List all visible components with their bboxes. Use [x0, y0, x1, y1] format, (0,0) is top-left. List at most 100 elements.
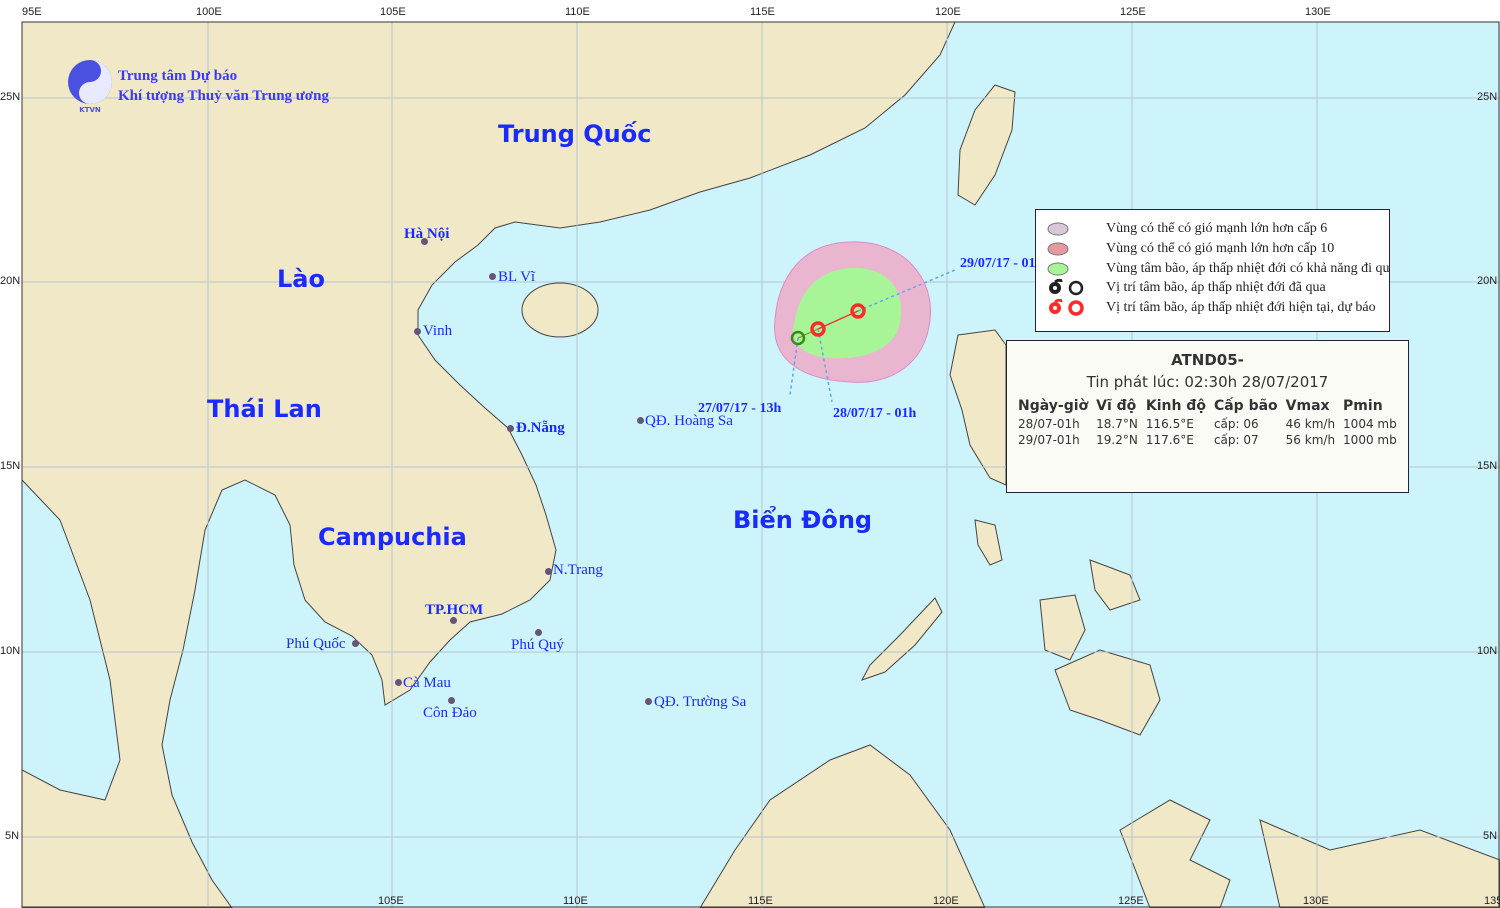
column-header: Vĩ độ — [1096, 398, 1137, 414]
city-label: Vinh — [423, 323, 453, 339]
zone-swatch-icon — [1047, 262, 1069, 276]
lon-tick: 120E — [935, 6, 961, 18]
table-row: 29/07-01h 19.2°N 117.6°E cấp: 07 56 km/h… — [1015, 432, 1402, 448]
lon-tick-bottom: 105E — [378, 895, 404, 907]
island-label: Côn Đảo — [423, 705, 477, 721]
lat-tick: 10N — [0, 645, 21, 657]
lat-tick-right: 5N — [1483, 830, 1498, 842]
table-cell: 56 km/h — [1285, 433, 1336, 447]
legend-text: Vùng có thể có gió mạnh lớn hơn cấp 6 — [1106, 221, 1328, 236]
storm-current-position — [810, 321, 826, 337]
storm-name: ATND05- — [1171, 351, 1244, 369]
island-dot — [535, 629, 542, 636]
table-header-row: Ngày-giờ Vĩ độ Kinh độ Cấp bão Vmax Pmin — [1015, 398, 1402, 416]
table-cell: 1000 mb — [1343, 433, 1397, 447]
column-header: Kinh độ — [1145, 398, 1206, 414]
legend-text: Vị trí tâm bão, áp thấp nhiệt đới đã qua — [1106, 280, 1326, 295]
lat-tick-right: 20N — [1477, 275, 1498, 287]
city-label: BL Vĩ — [498, 269, 536, 285]
country-label: Campuchia — [318, 523, 467, 551]
issue-time: Tin phát lúc: 02:30h 28/07/2017 — [1086, 373, 1329, 391]
lon-tick-bottom: 120E — [933, 895, 959, 907]
city-dot — [421, 238, 428, 245]
lon-tick: 125E — [1120, 6, 1146, 18]
island-label: QĐ. Hoàng Sa — [645, 413, 733, 429]
lat-tick: 15N — [0, 460, 21, 472]
ktvn-logo-icon: KTVN — [68, 60, 112, 114]
column-header: Pmin — [1343, 398, 1383, 414]
country-label: Trung Quốc — [498, 120, 652, 148]
track-label: 28/07/17 - 01h — [833, 406, 917, 421]
map-legend: Vùng có thể có gió mạnh lớn hơn cấp 6 Vù… — [1035, 209, 1390, 332]
table-cell: cấp: 07 — [1213, 433, 1259, 447]
island-dot — [352, 640, 359, 647]
city-dot — [507, 425, 514, 432]
island-label: Phú Quý — [511, 637, 564, 653]
lat-tick-right: 15N — [1477, 460, 1498, 472]
lon-tick: 95E — [22, 6, 42, 18]
city-dot — [414, 328, 421, 335]
island-dot — [448, 697, 455, 704]
table-cell: cấp: 06 — [1213, 417, 1259, 431]
lat-tick: 25N — [0, 91, 21, 103]
track-label: 29/07/17 - 01h — [960, 256, 1044, 271]
past-storm-icon — [1049, 279, 1084, 296]
zone-swatch-icon — [1047, 222, 1069, 236]
country-label: Lào — [277, 265, 325, 293]
legend-item: Vị trí tâm bão, áp thấp nhiệt đới đã qua — [1046, 278, 1326, 298]
legend-item: Vùng có thể có gió mạnh lớn hơn cấp 10 — [1046, 239, 1334, 259]
legend-text: Vùng tâm bão, áp thấp nhiệt đới có khả n… — [1106, 261, 1390, 276]
island-dot — [637, 417, 644, 424]
table-cell: 116.5°E — [1145, 417, 1194, 431]
org-name: Trung tâm Dự báo Khí tượng Thuỷ văn Trun… — [118, 66, 329, 106]
lon-tick-bottom: 110E — [563, 895, 588, 907]
city-label: TP.HCM — [425, 602, 484, 618]
org-line2: Khí tượng Thuỷ văn Trung ương — [118, 88, 329, 104]
land — [21, 21, 1500, 908]
lon-tick-bottom: 130E — [1303, 895, 1329, 907]
lat-tick: 20N — [0, 275, 21, 287]
island-dot — [645, 698, 652, 705]
current-storm-icon — [1049, 299, 1084, 316]
legend-text: Vùng có thể có gió mạnh lớn hơn cấp 10 — [1106, 241, 1335, 256]
lon-tick: 110E — [565, 6, 590, 18]
table-cell: 18.7°N — [1096, 417, 1138, 431]
sea-label: Biển Đông — [733, 506, 873, 534]
lon-tick-bottom: 115E — [748, 895, 773, 907]
lon-tick: 100E — [196, 6, 222, 18]
island-label: QĐ. Trường Sa — [654, 694, 747, 710]
lon-tick-bottom: 125E — [1118, 895, 1144, 907]
zone-swatch-icon — [1047, 242, 1069, 256]
city-dot — [395, 679, 402, 686]
forecast-table: Ngày-giờ Vĩ độ Kinh độ Cấp bão Vmax Pmin… — [1015, 398, 1402, 448]
table-cell: 29/07-01h — [1018, 433, 1080, 447]
city-label: N.Trang — [553, 562, 603, 578]
storm-forecast-position — [850, 303, 866, 319]
city-dot — [489, 273, 496, 280]
legend-item: Vùng tâm bão, áp thấp nhiệt đới có khả n… — [1046, 259, 1390, 279]
storm-info-box: ATND05- Tin phát lúc: 02:30h 28/07/2017 … — [1006, 340, 1409, 493]
column-header: Ngày-giờ — [1018, 398, 1089, 414]
svg-text:KTVN: KTVN — [79, 106, 101, 114]
island-label: Phú Quốc — [286, 636, 346, 652]
legend-item: Vùng có thể có gió mạnh lớn hơn cấp 6 — [1046, 219, 1327, 239]
column-header: Cấp bão — [1213, 398, 1278, 414]
storm-past-position — [790, 330, 806, 346]
table-cell: 46 km/h — [1285, 417, 1336, 431]
table-cell: 117.6°E — [1145, 433, 1194, 447]
lon-tick: 115E — [750, 6, 775, 18]
legend-item: Vị trí tâm bão, áp thấp nhiệt đới hiện t… — [1046, 298, 1376, 318]
table-cell: 1004 mb — [1343, 417, 1397, 431]
column-header: Vmax — [1285, 398, 1330, 414]
table-row: 28/07-01h 18.7°N 116.5°E cấp: 06 46 km/h… — [1015, 416, 1402, 432]
org-line1: Trung tâm Dự báo — [118, 68, 238, 84]
city-label: Đ.Nẵng — [516, 420, 565, 436]
table-cell: 28/07-01h — [1018, 417, 1080, 431]
lon-tick: 130E — [1305, 6, 1331, 18]
track-lines — [789, 269, 956, 403]
track-label: 27/07/17 - 13h — [698, 401, 782, 416]
lon-tick: 105E — [380, 6, 406, 18]
lon-tick-bottom: 135E — [1484, 895, 1500, 907]
lat-tick: 5N — [5, 830, 20, 842]
city-dot — [450, 617, 457, 624]
